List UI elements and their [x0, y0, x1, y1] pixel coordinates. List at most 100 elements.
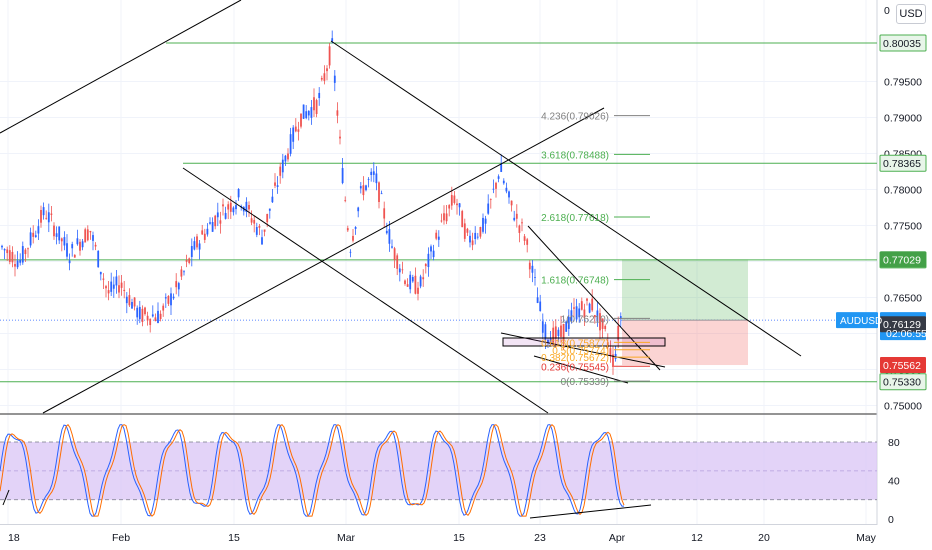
rsi-axis-tick: 80 — [888, 437, 900, 449]
candle-body — [190, 246, 193, 258]
level-price-label: 0.75330 — [883, 377, 921, 389]
candle-body — [89, 230, 92, 233]
trend-line[interactable] — [533, 355, 629, 384]
candle-body — [565, 321, 568, 332]
candle-body — [458, 203, 461, 208]
candle-body — [203, 233, 206, 240]
candle-body — [341, 168, 344, 184]
candle-body — [284, 155, 287, 162]
candle-body — [250, 218, 253, 223]
currency-button[interactable]: USD — [896, 4, 926, 24]
candle-body — [541, 321, 544, 333]
candle-body — [94, 244, 97, 247]
fib-level-label: 2.618(0.77618) — [541, 213, 609, 224]
candle-body — [466, 228, 469, 233]
candle-body — [92, 235, 94, 241]
candle-body — [380, 193, 383, 195]
candle-body — [492, 188, 495, 190]
candle-body — [287, 153, 289, 160]
candle-body — [245, 201, 248, 213]
candle-body — [370, 171, 373, 176]
trend-line[interactable] — [500, 332, 666, 368]
candle-body — [471, 240, 474, 246]
price-axis-tick: 0.77500 — [884, 221, 922, 233]
candle-body — [430, 246, 432, 252]
candle-body — [110, 281, 113, 292]
profit-zone[interactable] — [622, 259, 748, 321]
long-position-tool[interactable] — [622, 259, 748, 366]
fib-level-label: 0.382(0.75672) — [541, 353, 609, 364]
candle-body — [349, 251, 352, 253]
candle-body — [359, 186, 362, 189]
fib-level-label: 1.618(0.76748) — [541, 276, 609, 287]
candle-body — [63, 237, 66, 246]
candle-body — [55, 233, 58, 237]
candle-body — [128, 295, 131, 306]
candle-body — [237, 188, 240, 198]
price-axis-tick: 0.78000 — [884, 185, 922, 197]
candle-body — [307, 110, 310, 116]
trend-line[interactable] — [42, 107, 605, 414]
candle-body — [570, 310, 573, 321]
rsi-axis-tick: 40 — [888, 476, 900, 488]
candle-body — [549, 338, 552, 345]
price-tags: 0.800350.783650.770220.753300.770290.761… — [836, 34, 927, 391]
price-axis-tick: 0.79500 — [884, 77, 922, 89]
candle-body — [583, 309, 586, 318]
candle-body — [432, 250, 435, 258]
candle-body — [497, 176, 500, 179]
candle-body — [580, 301, 583, 310]
candle-body — [487, 203, 490, 214]
candle-body — [469, 235, 471, 243]
candle-body — [578, 308, 581, 318]
candle-body — [294, 126, 297, 132]
candle-body — [393, 248, 396, 260]
candle-body — [1, 245, 3, 248]
candle-body — [528, 262, 531, 270]
candle-body — [185, 260, 188, 262]
price-axis-tick: 0.75000 — [884, 401, 922, 413]
candle-body — [144, 307, 146, 315]
candle-body — [567, 316, 570, 329]
candle-body — [172, 296, 175, 299]
candle-body — [495, 182, 497, 189]
candle-body — [50, 213, 53, 215]
rsi-axis-tick: 0 — [888, 514, 894, 526]
fib-extension[interactable]: 4.236(0.79026) 3.618(0.78488) 2.618(0.7761… — [541, 112, 650, 388]
range-box[interactable] — [502, 337, 666, 347]
price-axis-tick: 0.79000 — [884, 113, 922, 125]
candle-body — [573, 307, 575, 309]
trend-line[interactable] — [182, 167, 549, 414]
trend-line[interactable] — [0, 0, 242, 134]
candle-body — [297, 129, 300, 132]
candle-body — [404, 280, 406, 284]
candle-body — [266, 213, 269, 223]
candle-body — [326, 68, 328, 72]
candle-body — [40, 209, 42, 223]
candle-body — [339, 136, 341, 139]
candle-body — [544, 324, 547, 340]
candle-body — [310, 107, 313, 118]
candle-body — [32, 232, 35, 237]
candle-body — [255, 227, 258, 235]
trend-line[interactable] — [330, 40, 802, 357]
candle-body — [66, 243, 68, 257]
level-price-tag — [879, 154, 927, 172]
price-tag — [880, 251, 926, 268]
time-axis-tick: 15 — [228, 532, 240, 544]
grid-lines — [0, 0, 878, 525]
fib-level-label: 3.618(0.78488) — [541, 150, 609, 161]
candle-body — [599, 313, 601, 331]
candle-body — [209, 222, 211, 224]
candle-body — [383, 208, 386, 219]
candle-body — [352, 235, 354, 241]
candle-body — [292, 127, 295, 142]
candle-body — [461, 211, 464, 228]
candle-body — [58, 226, 61, 241]
candle-body — [131, 301, 133, 309]
candle-body — [463, 223, 466, 239]
candle-body — [515, 213, 518, 219]
candle-body — [14, 264, 16, 267]
candle-body — [29, 232, 32, 246]
